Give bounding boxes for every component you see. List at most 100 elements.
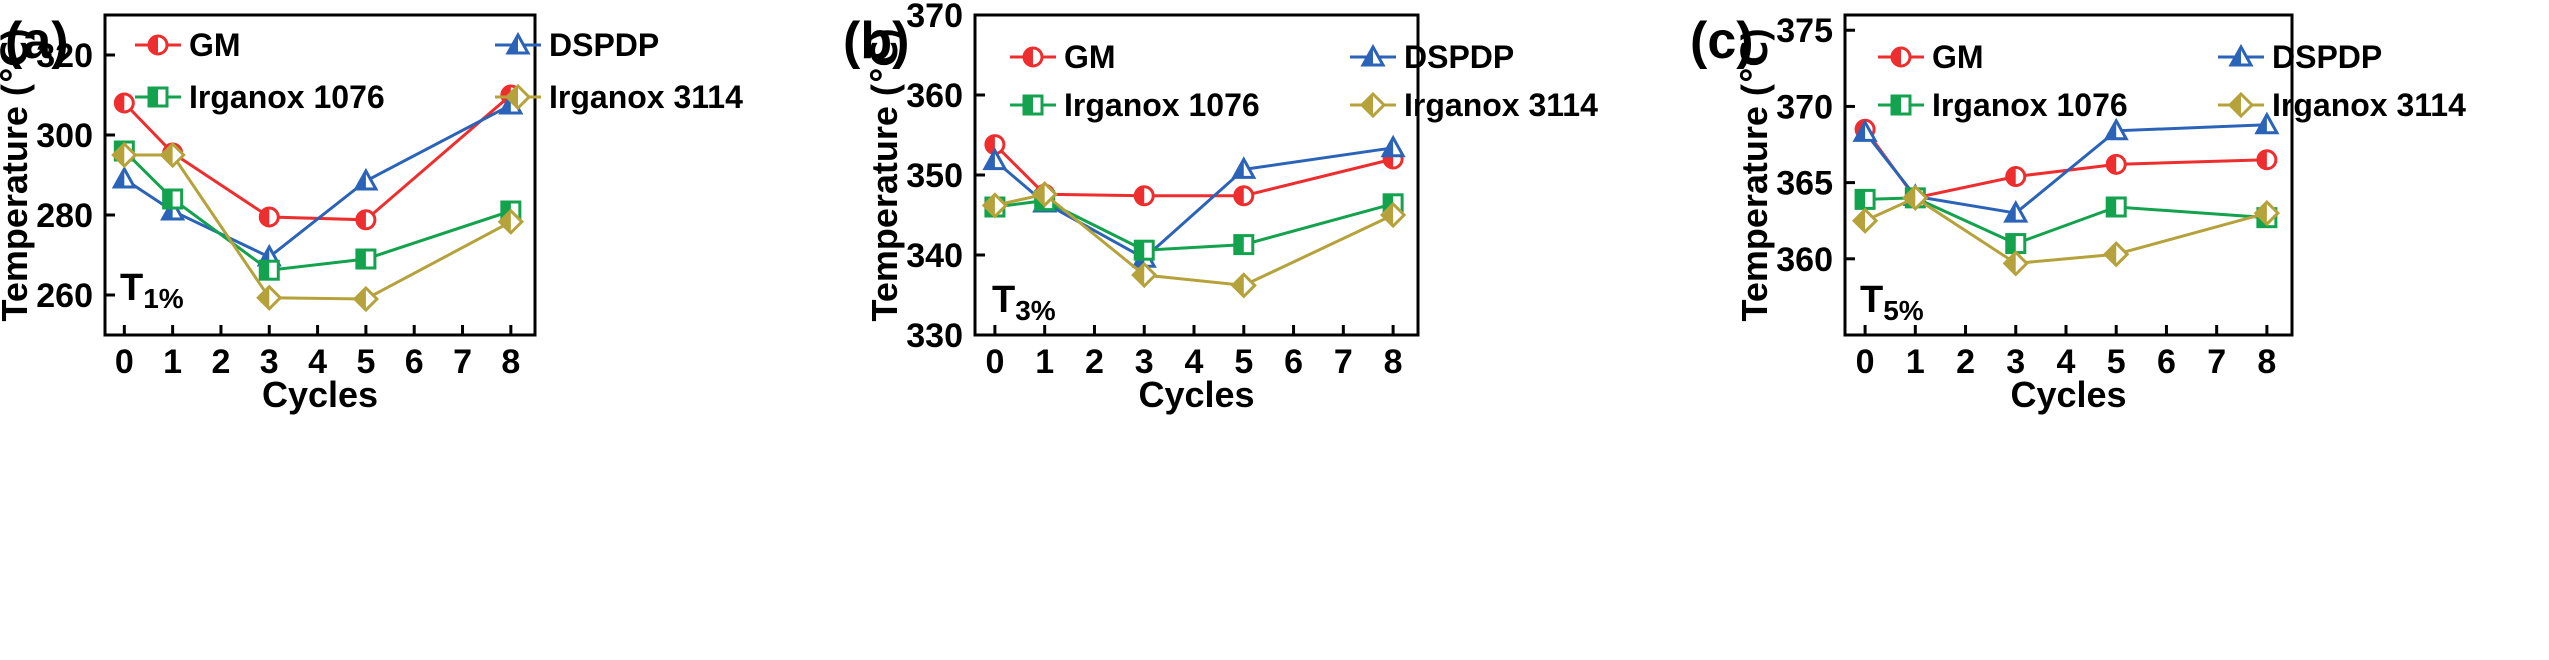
legend-item-irganox-1076: Irganox 1076 — [1878, 87, 2128, 123]
data-point — [2256, 149, 2278, 171]
y-tick-label: 260 — [36, 277, 93, 315]
legend-label: GM — [189, 27, 241, 63]
panel-letter: (c) — [1690, 12, 1754, 70]
legend-label: Irganox 1076 — [189, 79, 385, 115]
x-tick-label: 3 — [2006, 343, 2025, 381]
data-point — [1233, 234, 1255, 256]
series-irganox-3114 — [1851, 184, 2281, 277]
data-point — [111, 165, 137, 189]
data-point — [1230, 272, 1257, 299]
temperature-threshold-label: T5% — [1860, 279, 1924, 326]
temperature-threshold-label: T1% — [120, 267, 184, 314]
data-point — [2105, 153, 2127, 175]
legend-item-irganox-3114: Irganox 3114 — [495, 79, 743, 115]
data-point — [113, 92, 135, 114]
legend-label: Irganox 3114 — [1404, 87, 1598, 123]
legend-label: Irganox 1076 — [1064, 87, 1260, 123]
plot-frame — [103, 13, 537, 337]
series-dspdp — [1852, 111, 2280, 223]
y-tick-label: 300 — [36, 117, 93, 155]
legend-label: Irganox 3114 — [549, 79, 743, 115]
data-point — [256, 284, 283, 311]
series-line — [993, 143, 1394, 198]
x-tick-label: 2 — [1085, 343, 1104, 381]
y-tick-label: 375 — [1776, 12, 1833, 50]
x-tick-label: 1 — [1906, 343, 1925, 381]
data-point — [2005, 233, 2027, 255]
legend-marker — [1890, 94, 1912, 116]
x-tick-label: 1 — [163, 343, 182, 381]
data-point — [352, 285, 380, 313]
x-tick-label: 0 — [115, 343, 134, 381]
data-point — [1854, 188, 1876, 210]
plot-frame — [1843, 13, 2294, 337]
data-point — [258, 259, 280, 281]
legend-marker — [1022, 46, 1044, 68]
legend-marker — [147, 86, 169, 108]
data-point — [2105, 196, 2127, 218]
y-tick-label: 280 — [36, 197, 93, 235]
temperature-threshold-label: T3% — [992, 279, 1056, 326]
data-point — [2254, 111, 2280, 135]
x-tick-label: 7 — [1334, 343, 1353, 381]
x-tick-label: 0 — [1856, 343, 1875, 381]
y-tick-label: 365 — [1776, 165, 1833, 203]
y-axis-title: Temperature (℃) — [864, 29, 905, 322]
legend-item-gm: GM — [135, 27, 241, 63]
data-point — [2002, 250, 2029, 277]
legend-label: GM — [1064, 39, 1116, 75]
legend-marker — [1359, 91, 1387, 119]
x-tick-label: 4 — [1185, 343, 1204, 381]
x-tick-label: 5 — [1234, 343, 1253, 381]
y-tick-label: 330 — [906, 317, 963, 355]
panel-letter: (b) — [843, 12, 909, 70]
legend-label: Irganox 1076 — [1932, 87, 2128, 123]
data-point — [2103, 241, 2130, 268]
data-point — [2253, 199, 2281, 227]
legend-item-dspdp: DSPDP — [2218, 39, 2382, 75]
legend-item-dspdp: DSPDP — [1350, 39, 1514, 75]
legend-marker — [504, 83, 532, 111]
data-point — [1031, 181, 1058, 208]
data-point — [1379, 201, 1407, 229]
chart-panel-0: (a) 0 1 2 3 4 5 6 7 8 260 280 300 320 Cycles Temperatur… — [0, 12, 743, 415]
x-tick-label: 6 — [1284, 343, 1303, 381]
x-tick-label: 2 — [1956, 343, 1975, 381]
data-point — [1902, 184, 1929, 211]
x-tick-label: 0 — [985, 343, 1004, 381]
legend-item-irganox-1076: Irganox 1076 — [135, 79, 385, 115]
x-tick-label: 8 — [1384, 343, 1403, 381]
series-line — [123, 103, 512, 259]
series-line — [124, 153, 512, 301]
legend: GM DSPDP Irganox 1076 Irganox 3114 — [1010, 39, 1598, 123]
series-irganox-3114 — [111, 141, 524, 313]
y-tick-label: 360 — [906, 77, 963, 115]
x-tick-label: 4 — [2057, 343, 2076, 381]
data-point — [1851, 207, 1879, 234]
legend-marker — [1890, 46, 1912, 68]
data-point — [1133, 185, 1155, 207]
data-point — [1233, 185, 1255, 207]
x-axis-title: Cycles — [1138, 374, 1254, 415]
data-point — [162, 188, 184, 210]
data-point — [159, 141, 186, 169]
y-tick-label: 350 — [906, 157, 963, 195]
data-point — [355, 248, 377, 270]
legend-item-gm: GM — [1878, 39, 1984, 75]
legend-marker — [147, 34, 169, 56]
x-tick-label: 5 — [2107, 343, 2126, 381]
legend-marker — [2227, 91, 2255, 119]
x-tick-label: 3 — [1135, 343, 1154, 381]
legend-marker — [505, 31, 531, 55]
legend-marker — [2228, 43, 2254, 67]
data-point — [353, 167, 379, 191]
legend-item-irganox-3114: Irganox 3114 — [1350, 87, 1598, 123]
x-tick-label: 2 — [211, 343, 230, 381]
x-tick-label: 6 — [2157, 343, 2176, 381]
data-point — [982, 147, 1008, 171]
series-irganox-3114 — [981, 181, 1407, 299]
legend-label: GM — [1932, 39, 1984, 75]
data-point — [1133, 239, 1155, 261]
x-axis-title: Cycles — [262, 374, 378, 415]
legend-marker — [1360, 43, 1386, 67]
